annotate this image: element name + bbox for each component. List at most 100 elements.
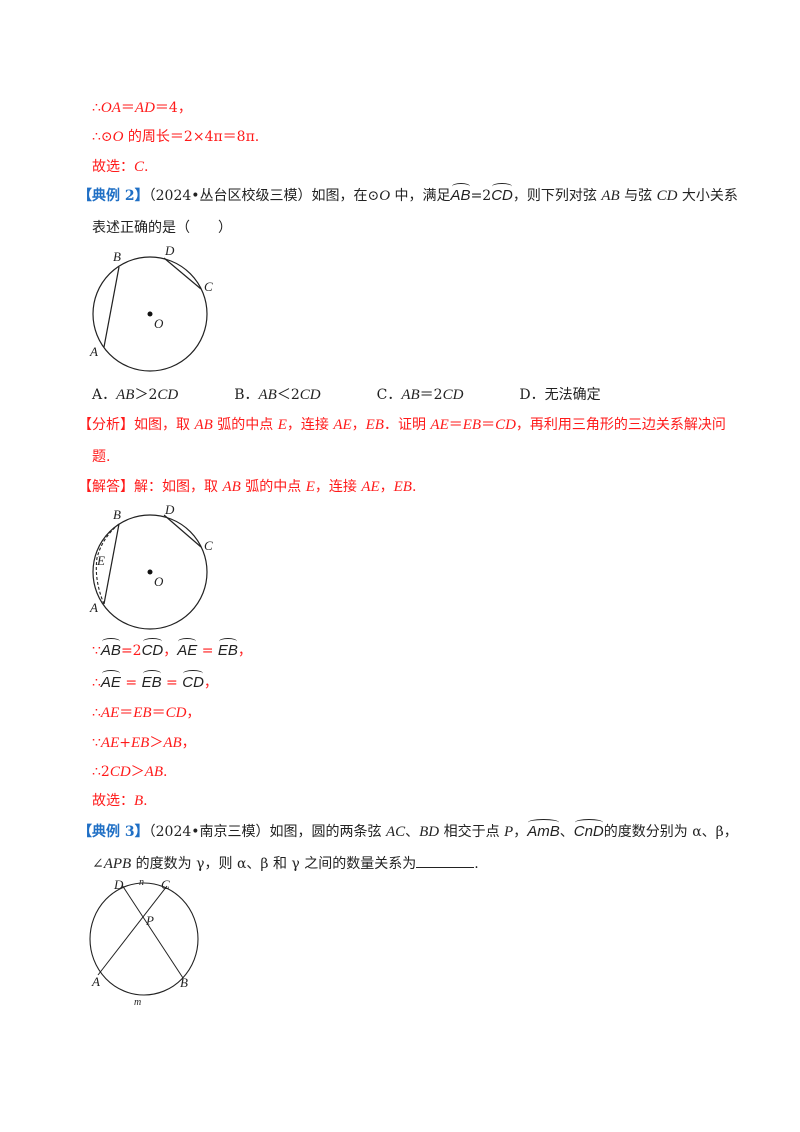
text-segment: ， (513, 824, 528, 840)
figure-example2-solution: B D C E O A (89, 502, 213, 630)
text-segment: OA (100, 100, 121, 116)
label-m: m (134, 997, 141, 1008)
text-segment: AE (100, 735, 120, 751)
text-segment: ， (163, 643, 178, 659)
arc-notation: CD (491, 183, 513, 204)
text-segment: AB (194, 417, 213, 433)
text-segment: AB (144, 764, 163, 780)
chord-cd (163, 514, 202, 548)
text-segment: 、 (405, 824, 420, 840)
label-e: E (96, 553, 105, 568)
label-d: D (164, 243, 175, 258)
arc-notation: AB (100, 638, 121, 659)
text-segment: A． (92, 387, 117, 403)
figure-example2: B D C O A (89, 243, 213, 372)
label-o: O (154, 574, 164, 589)
text-segment: 的度数为 γ，则 α、β 和 γ 之间的数量关系为 (131, 856, 417, 872)
chord-ae-eb (95, 523, 120, 605)
label-a: A (91, 974, 100, 989)
text-segment: BD (419, 824, 440, 840)
answer-blank[interactable] (416, 853, 475, 868)
label-o: O (154, 316, 164, 331)
example2-analysis-cont: 题. (92, 447, 110, 467)
text-segment: CD (299, 387, 321, 403)
text-segment: 相交于点 (439, 824, 505, 840)
text-segment: ∴⊙ (92, 129, 113, 145)
text-segment: 故选： (92, 159, 134, 175)
text-segment: （2024•丛台区校级三模）如图，在⊙ (148, 188, 380, 204)
label-a: A (89, 600, 98, 615)
solution-step-4: ∵AE+EB＞AB， (92, 733, 196, 753)
circle-o (92, 256, 208, 372)
line-answer-b: 故选：B. (92, 791, 148, 811)
text-segment: EB (365, 417, 384, 433)
text-segment: E (305, 479, 315, 495)
text-segment: C． (320, 387, 402, 403)
example2-analysis: 【分析】如图，取 AB 弧的中点 E，连接 AE，EB．证明 AE＝EB＝CD，… (78, 415, 726, 435)
text-segment: CD (157, 387, 179, 403)
text-segment: ，再利用三角形的三边关系解决问 (515, 417, 726, 433)
label-n: n (139, 877, 144, 888)
label-a: A (89, 344, 98, 359)
text-segment: 故选： (92, 793, 134, 809)
text-segment: EB (133, 705, 152, 721)
text-segment: ＝ (120, 100, 135, 116)
text-segment: ∵ (92, 735, 101, 751)
example2-options: A．AB＞2CD B．AB＜2CD C．AB＝2CD D．无法确定 (92, 385, 601, 405)
text-segment: CD (442, 387, 464, 403)
text-segment: ∠ (92, 856, 104, 872)
text-segment: O (379, 188, 391, 204)
text-segment: AB (116, 387, 135, 403)
text-segment: ＜2 (276, 387, 300, 403)
example2-question: 【典例 2】（2024•丛台区校级三模）如图，在⊙O 中，满足AB=2CD，则下… (78, 183, 738, 206)
solution-step-3: ∴AE＝EB＝CD， (92, 703, 200, 723)
text-segment: + (119, 735, 131, 751)
text-segment: 题. (92, 449, 111, 465)
line-answer-c: 故选：C. (92, 157, 148, 177)
chord-cd (163, 257, 202, 290)
center-point (147, 311, 153, 317)
text-segment: AD (134, 100, 155, 116)
chord-bd (121, 884, 184, 979)
arc-notation: AmB (527, 819, 560, 840)
example-label: 【典例 2】 (78, 188, 149, 204)
text-segment: = (197, 643, 218, 659)
text-segment: 、 (559, 824, 574, 840)
label-p: P (145, 913, 154, 928)
text-segment: AB (601, 188, 620, 204)
text-segment: 表述正确的是（ ） (92, 220, 232, 236)
example2-solution-intro: 【解答】解：如图，取 AB 弧的中点 E，连接 AE，EB. (78, 477, 416, 497)
arc-notation: AB (450, 183, 471, 204)
text-segment: . (411, 479, 417, 495)
text-segment: ＞2 (134, 387, 158, 403)
text-segment: ， (237, 643, 252, 659)
text-segment: ， (379, 479, 394, 495)
text-segment: . (143, 793, 148, 809)
text-segment: EB (130, 735, 150, 751)
text-segment: ＞ (130, 764, 145, 780)
text-segment: = (120, 675, 142, 691)
text-segment: EB (393, 479, 412, 495)
text-segment: ， (181, 735, 196, 751)
text-segment: 的度数分别为 α、β， (603, 824, 738, 840)
text-segment: ＝ (481, 417, 496, 433)
text-segment: CD (495, 417, 516, 433)
label-c: C (204, 538, 213, 553)
example3-question: 【典例 3】（2024•南京三模）如图，圆的两条弦 AC、BD 相交于点 P，A… (78, 819, 738, 842)
text-segment: ＝4， (154, 100, 192, 116)
text-segment: AB (222, 479, 241, 495)
text-segment: . (144, 159, 149, 175)
text-segment: ∴ (92, 705, 101, 721)
text-segment: 【分析】如图，取 (78, 417, 195, 433)
example2-question-cont: 表述正确的是（ ） (92, 218, 232, 238)
arc-notation: CD (182, 670, 204, 691)
text-segment: P (504, 824, 514, 840)
center-point (147, 569, 153, 575)
label-d: D (164, 502, 175, 517)
example3-question-cont: ∠APB 的度数为 γ，则 α、β 和 γ 之间的数量关系为. (92, 853, 479, 874)
text-segment: AE (430, 417, 449, 433)
label-b: B (113, 507, 121, 522)
text-segment: ， (186, 705, 201, 721)
text-segment: AE (100, 705, 120, 721)
text-segment: 的周长＝2×4π＝8π. (123, 129, 260, 145)
